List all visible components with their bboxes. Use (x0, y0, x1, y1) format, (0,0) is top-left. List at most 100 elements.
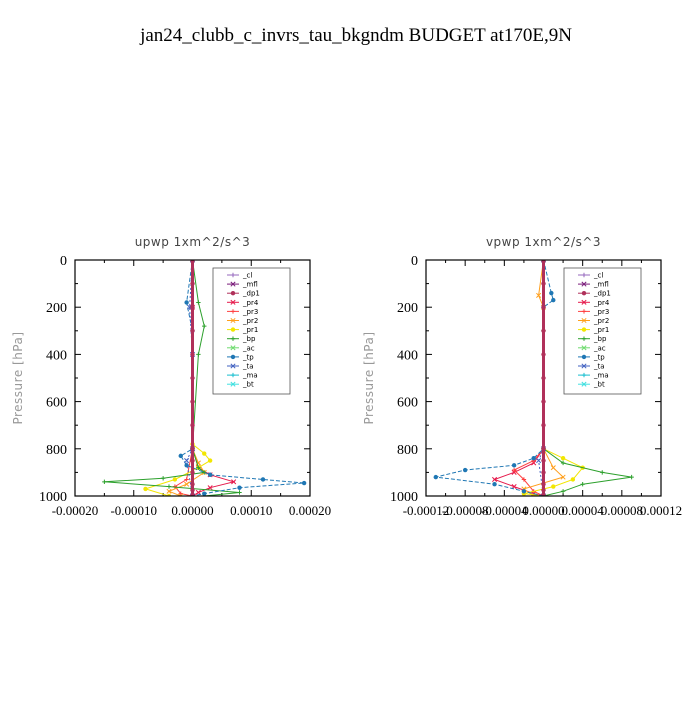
series-line-pr2 (522, 260, 565, 496)
plot-area (102, 260, 307, 496)
data-point-dp1 (190, 423, 195, 428)
data-point-dp1 (190, 305, 195, 310)
data-point-tp (521, 489, 527, 494)
legend-entry: _mfl (593, 281, 609, 289)
legend-entry: _ta (593, 363, 605, 371)
legend-marker (581, 327, 587, 332)
y-tick-label: 400 (397, 348, 418, 363)
legend: _cl_mfl_dp1_pr4_pr3_pr2_pr1_bp_ac_tp_ta_… (563, 267, 642, 395)
data-point-pr1 (202, 451, 207, 456)
data-point-ta (536, 458, 542, 464)
data-point-dp1 (190, 352, 195, 357)
legend-entry: _tp (593, 353, 605, 361)
legend-marker (230, 327, 236, 332)
y-tick-label: 0 (60, 254, 67, 269)
x-tick-label: 0.00012 (640, 503, 682, 518)
panel-title: vpwp 1xm^2/s^3 (486, 235, 601, 249)
data-point-tp (511, 463, 517, 468)
legend-entry: _ma (593, 372, 609, 380)
legend-marker (581, 317, 587, 324)
data-point-dp1 (541, 328, 546, 333)
panel-upwp: upwp 1xm^2/s^3 Pressure [hPa] 0 200 400 600 80… (11, 235, 331, 518)
data-point-tp (207, 472, 213, 477)
legend-marker (230, 381, 236, 387)
data-point-bp (237, 490, 242, 495)
data-point-bp (560, 460, 566, 466)
legend-entry: _pr2 (593, 317, 609, 325)
legend-entry: _ta (242, 363, 254, 371)
x-tick-label: 0.00008 (601, 503, 643, 518)
data-point-tp (531, 456, 536, 461)
y-tick-label: 800 (397, 443, 418, 458)
data-point-tp (549, 290, 554, 296)
data-point-bp (629, 474, 634, 480)
data-point-bp (196, 465, 201, 470)
data-point-pr2 (166, 488, 172, 494)
data-point-tp (260, 477, 266, 482)
data-point-pr1 (172, 477, 178, 482)
legend-entry: _ac (242, 344, 255, 352)
legend-marker (230, 372, 236, 378)
data-point-tp (301, 480, 307, 486)
data-point-pr3 (178, 491, 183, 496)
data-point-bp (202, 470, 207, 475)
y-tick-label: 200 (46, 301, 67, 316)
legend-marker (581, 281, 587, 287)
x-tick-label: -0.00010 (110, 503, 157, 518)
plot-area (433, 260, 634, 496)
legend-entry: _cl (242, 272, 252, 280)
legend-entry: _pr1 (593, 326, 609, 334)
y-tick-label: 600 (397, 396, 418, 411)
data-point-dp1 (541, 487, 546, 493)
y-axis-label: Pressure [hPa] (362, 331, 376, 424)
data-point-bp (160, 476, 166, 481)
data-point-pr1 (143, 486, 148, 492)
x-tick-label: 0.00000 (171, 503, 213, 518)
y-tick-label: 1000 (390, 490, 418, 505)
data-point-tp (433, 474, 438, 480)
legend-marker (581, 272, 587, 278)
data-point-tp (492, 482, 497, 487)
legend-marker (230, 281, 236, 287)
data-point-dp1 (541, 470, 546, 475)
data-point-bp (202, 323, 207, 329)
legend-entry: _bt (242, 381, 254, 389)
data-point-dp1 (190, 446, 195, 451)
data-point-dp1 (190, 470, 195, 475)
data-point-bp (196, 300, 201, 305)
data-point-dp1 (190, 281, 195, 286)
legend-marker (581, 354, 587, 360)
plot-frame (425, 259, 662, 497)
data-point-tp (178, 453, 183, 459)
legend-marker (230, 345, 236, 351)
data-point-pr2 (560, 474, 566, 480)
data-point-pr1 (570, 477, 576, 482)
data-point-dp1 (541, 375, 546, 381)
legend-entry: _ma (242, 372, 258, 380)
legend-entry: _bp (593, 335, 607, 343)
data-point-pr4 (511, 484, 517, 490)
data-point-dp1 (541, 446, 546, 451)
data-point-pr4 (195, 489, 201, 496)
data-point-pr4 (207, 485, 213, 491)
data-point-tp (462, 467, 468, 473)
data-point-dp1 (541, 305, 546, 310)
legend-marker (230, 336, 236, 341)
legend-box (212, 267, 291, 395)
data-point-tp (202, 491, 207, 496)
data-point-pr1 (551, 484, 556, 489)
series-line-bp (104, 260, 240, 496)
panel-title: upwp 1xm^2/s^3 (135, 235, 251, 249)
y-tick-label: 200 (397, 301, 418, 316)
data-point-bp (166, 484, 172, 489)
legend-marker (581, 363, 587, 369)
legend-entry: _pr3 (593, 308, 609, 316)
data-point-dp1 (190, 399, 195, 404)
legend-entry: _bp (242, 335, 256, 343)
legend-entry: _pr4 (593, 299, 610, 307)
legend-entry: _dp1 (242, 290, 260, 298)
legend-entry: _mfl (242, 281, 258, 289)
data-point-dp1 (190, 487, 195, 493)
data-point-pr3 (521, 477, 527, 482)
